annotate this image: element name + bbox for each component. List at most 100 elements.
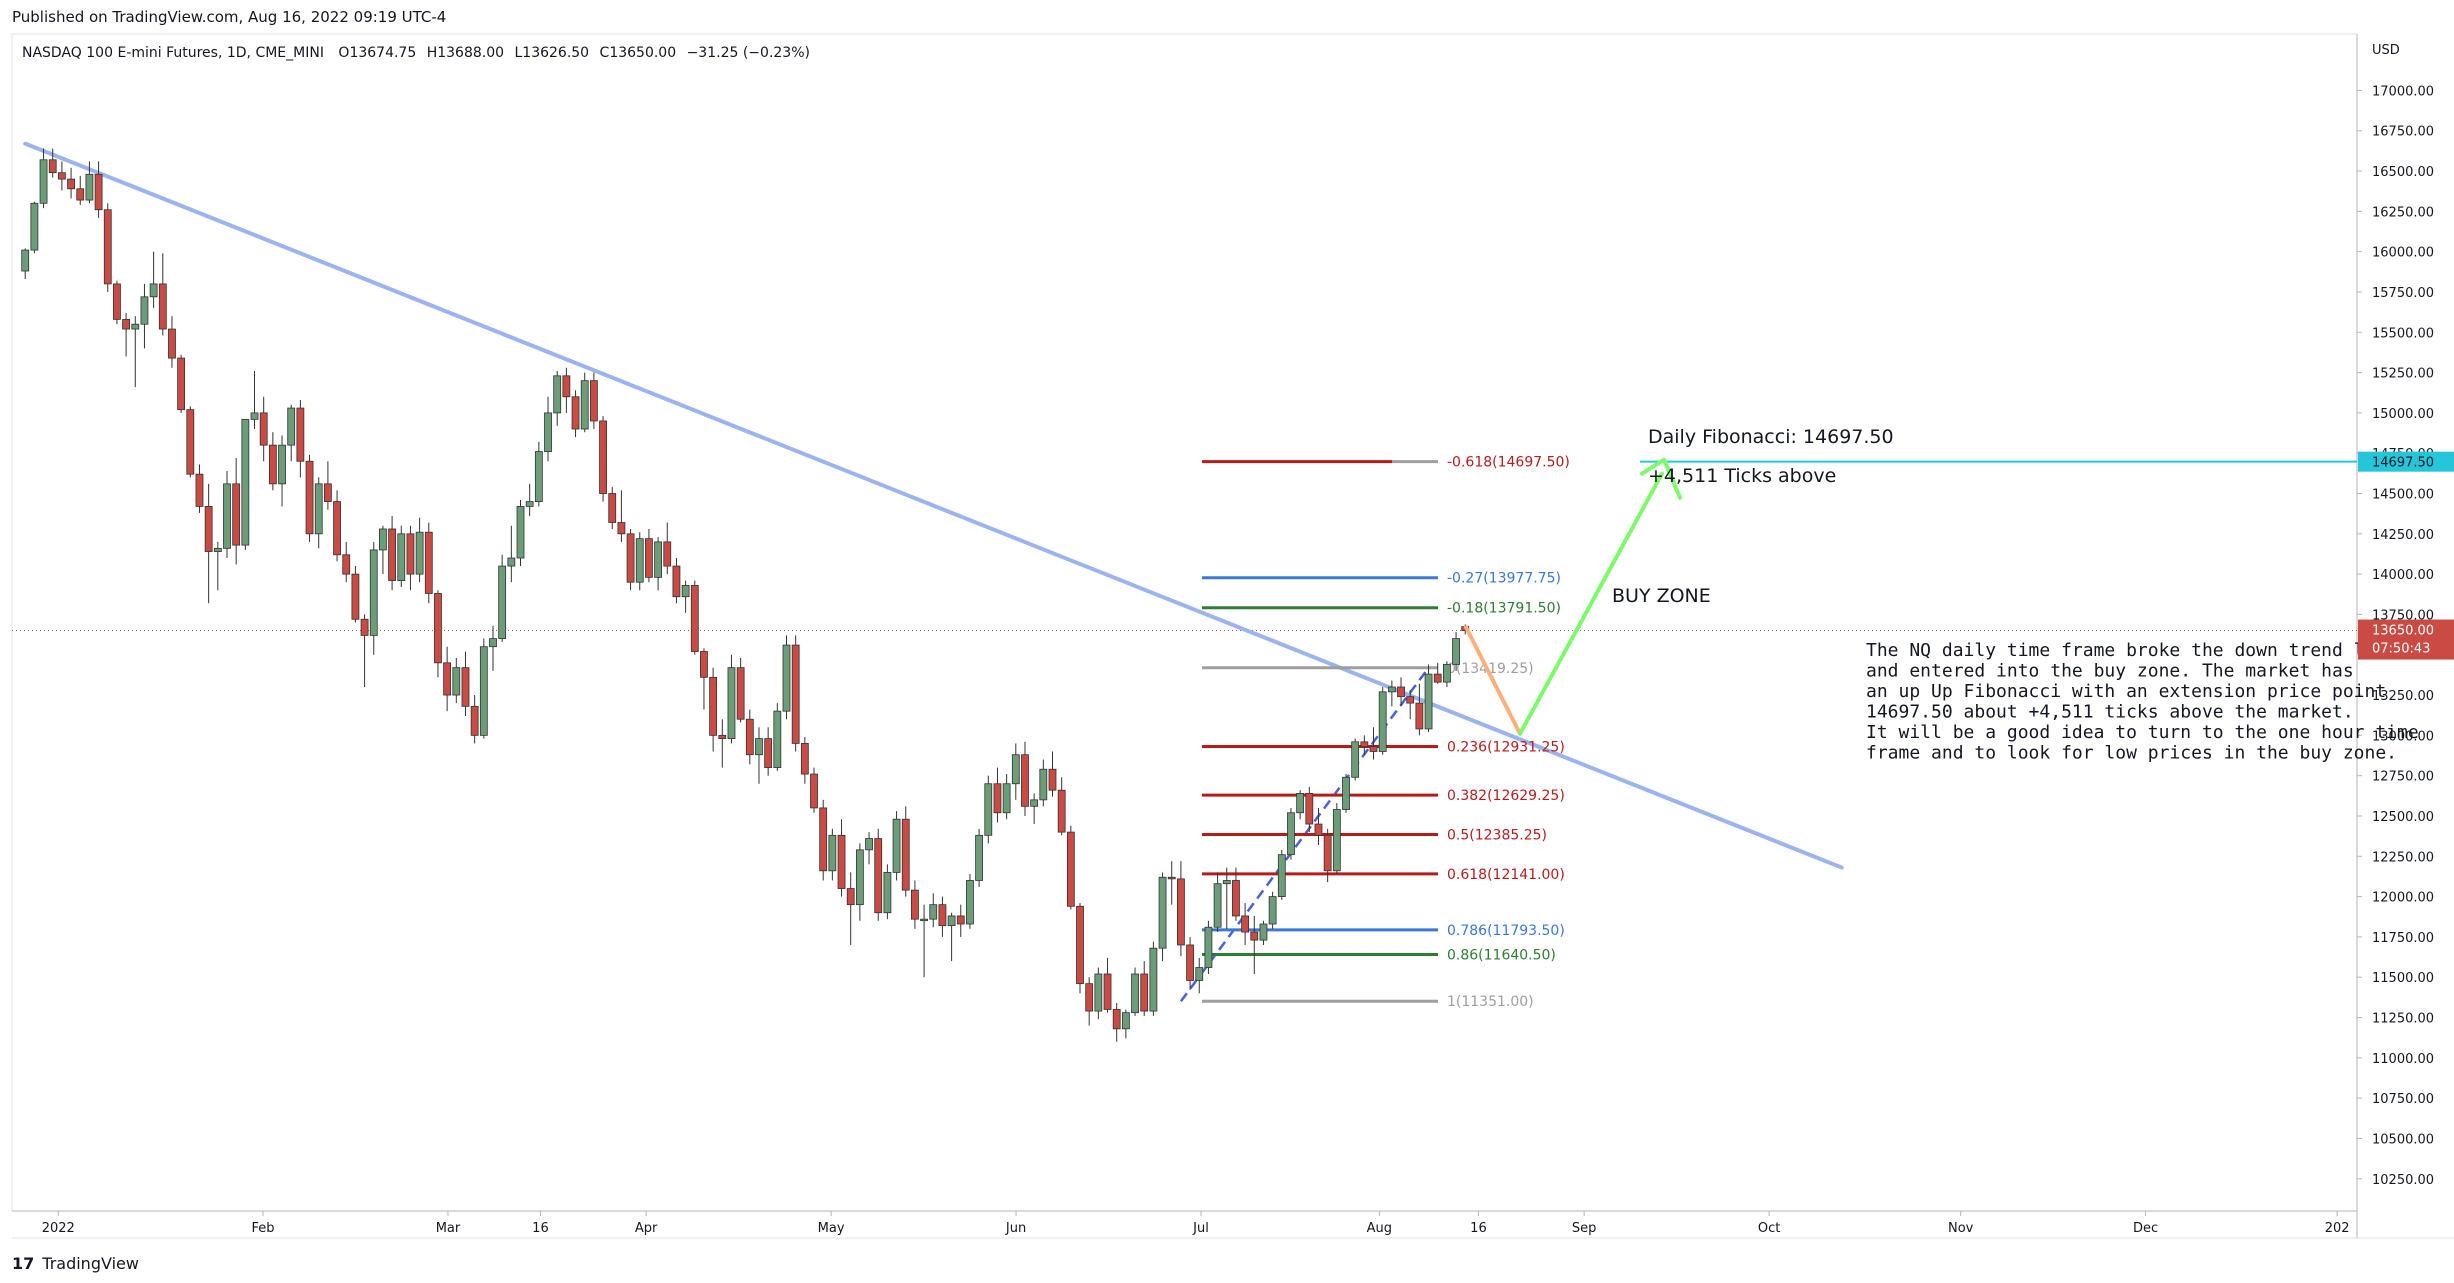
candle-body [1369, 746, 1378, 752]
x-tick-label: 2022 [42, 1221, 75, 1236]
candle-body [1222, 880, 1231, 885]
candle-body [920, 918, 928, 922]
candle-body [1387, 686, 1396, 693]
candle-body [1066, 831, 1075, 907]
candle-body [755, 738, 763, 756]
candle-body [580, 380, 589, 430]
tradingview-logo-icon[interactable]: 17 [12, 1254, 35, 1273]
commentary-line: an up Up Fibonacci with an extension pri… [1866, 681, 2386, 702]
candle-body [489, 638, 497, 648]
candle-body [911, 889, 919, 920]
candle-body [278, 444, 286, 485]
candle-body [745, 718, 754, 756]
y-tick-label: 12000.00 [2372, 891, 2434, 906]
candle-body [1323, 834, 1332, 872]
footer-brand[interactable]: TradingView [42, 1254, 139, 1273]
x-tick-label: Jun [1005, 1221, 1026, 1236]
candle-body [415, 531, 424, 575]
y-tick-label: 16750.00 [2372, 125, 2434, 140]
commentary-line: and entered into the buy zone. The marke… [1866, 661, 2354, 682]
y-tick-label: 12500.00 [2372, 810, 2434, 825]
x-tick-label: Oct [1758, 1221, 1780, 1236]
candle-body [938, 904, 947, 927]
candle-body [1103, 973, 1112, 1010]
y-tick-label: 12250.00 [2372, 850, 2434, 865]
fib-label: 0.382(12629.25) [1447, 788, 1565, 804]
candle-body [773, 710, 782, 769]
arrowhead-icon [1640, 457, 1682, 500]
x-tick-label: 202 [2325, 1221, 2350, 1236]
candle-body [204, 506, 213, 552]
candle-body [1277, 854, 1286, 897]
candle-body [1250, 931, 1259, 941]
last-price-text: 13650.00 [2372, 624, 2434, 639]
candle-body [21, 249, 30, 272]
price-axis: USD 10250.00 10500.00 10750.00 11000.00 11250… [2357, 43, 2434, 1188]
candle-body [571, 396, 580, 430]
target-price-text: 14697.50 [2372, 456, 2434, 471]
candle-body [901, 818, 910, 891]
candle-body [360, 618, 369, 636]
candle-body [113, 283, 121, 320]
time-axis: 2022 Feb Mar 16 Apr May Jun Jul Aug 16 Sep Oct Nov De… [42, 1211, 2350, 1236]
candle-body [681, 585, 690, 598]
candle-body [635, 538, 644, 583]
candle-body [1039, 768, 1048, 801]
candle-body [507, 557, 516, 567]
candle-body [966, 880, 974, 925]
candle-body [232, 483, 241, 546]
candle-body [1204, 926, 1213, 968]
commentary-line: It will be a good idea to turn to the on… [1866, 722, 2419, 743]
candle-body [452, 667, 461, 696]
candle-body [67, 178, 75, 190]
candle-body [553, 375, 562, 414]
commentary-line: The NQ daily time frame broke the down t… [1866, 640, 2397, 661]
candle-body [434, 593, 442, 664]
candle-body [1158, 876, 1167, 949]
candle-body [1268, 896, 1277, 925]
y-tick-label: 15750.00 [2372, 286, 2434, 301]
candle-body [186, 409, 195, 475]
x-tick-label: Apr [635, 1221, 658, 1236]
published-line: Published on TradingView.com, Aug 16, 20… [12, 8, 447, 26]
candle-body [865, 838, 873, 851]
trend-line-group [23, 141, 1844, 1002]
candle-body [544, 412, 552, 452]
candle-body [599, 420, 607, 494]
currency-label: USD [2372, 43, 2400, 58]
y-tick-label: 16000.00 [2372, 246, 2434, 261]
annotations-group: Daily Fibonacci: 14697.50 +4,511 Ticks ab… [1463, 426, 2419, 764]
candle-body [314, 483, 323, 535]
candle-body [810, 773, 818, 809]
candle-body [1424, 673, 1433, 730]
candle-body [1112, 1009, 1121, 1030]
target-arrow-icon [1518, 471, 1664, 736]
candle-body [379, 528, 387, 551]
candle-body [608, 493, 617, 523]
candle-body [424, 531, 433, 594]
down-trend-line [23, 141, 1844, 870]
candle-body [626, 533, 635, 583]
candle-body [1360, 741, 1369, 748]
fib-label: 0.5(12385.25) [1447, 827, 1547, 843]
x-tick-label: 16 [1470, 1221, 1487, 1236]
x-tick-label: Jul [1192, 1221, 1209, 1236]
candle-body [993, 783, 1002, 814]
fib-label: 0.618(12141.00) [1447, 867, 1565, 883]
candle-body [690, 585, 699, 652]
commentary-line: 14697.50 about +4,511 ticks above the ma… [1866, 702, 2354, 723]
candle-body [1076, 905, 1084, 985]
candle-body [1397, 686, 1405, 698]
ticks-above-label: +4,511 Ticks above [1648, 465, 1836, 487]
y-tick-label: 14500.00 [2372, 488, 2434, 503]
candle-body [1195, 967, 1204, 981]
candle-body [1351, 741, 1360, 778]
x-tick-label: Sep [1572, 1221, 1597, 1236]
candle-body [1177, 878, 1185, 946]
candle-body [1002, 783, 1011, 814]
candle-body [1140, 973, 1149, 1012]
candle-body [1296, 793, 1305, 814]
candle-body [94, 173, 103, 211]
y-tick-label: 13250.00 [2372, 689, 2434, 704]
